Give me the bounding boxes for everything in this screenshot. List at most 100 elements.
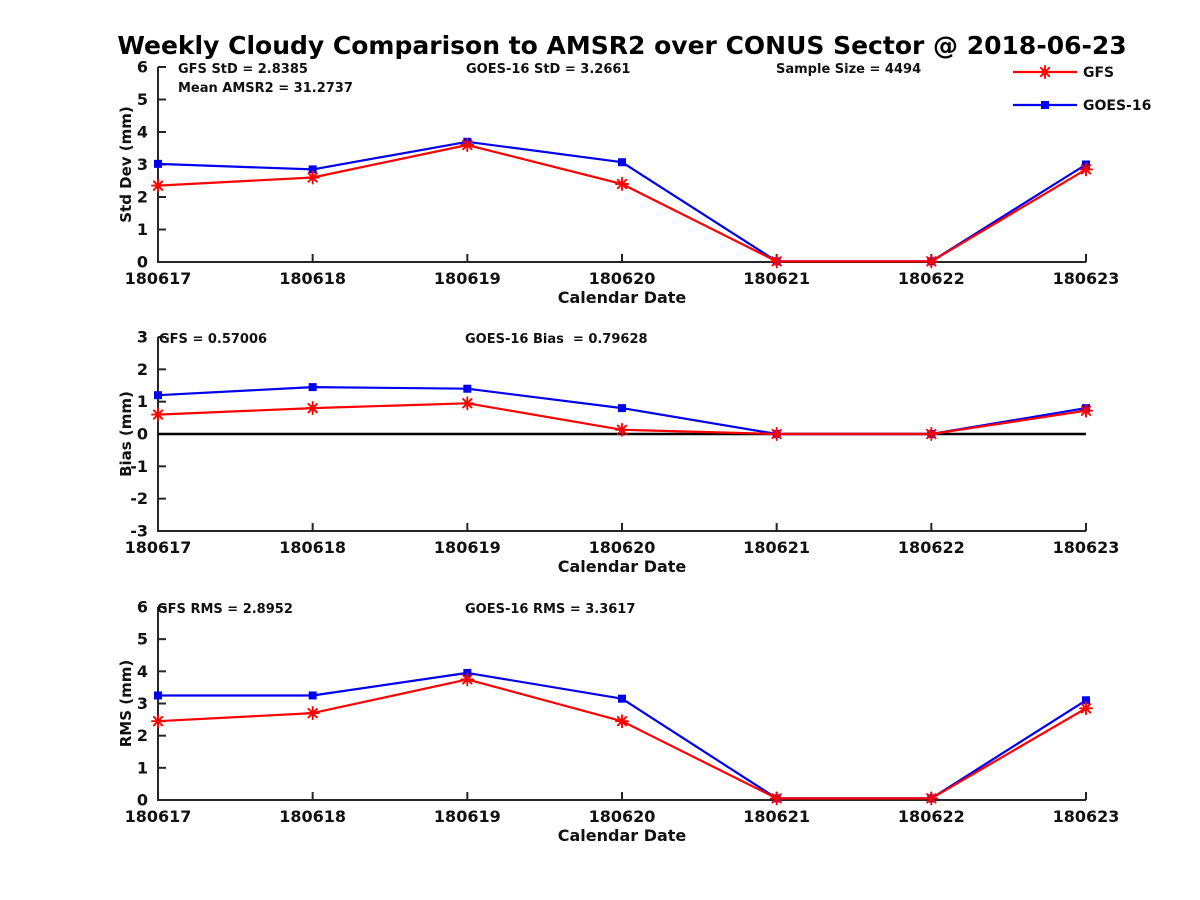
y-tick-label: 3 — [137, 155, 148, 174]
y-tick-label: -2 — [130, 489, 148, 508]
annotation: GFS StD = 2.8385 — [178, 62, 308, 77]
square-marker — [308, 691, 317, 700]
square-marker — [618, 404, 626, 413]
x-tick-label: 180621 — [743, 269, 810, 288]
series-goes-16 — [154, 668, 1090, 803]
y-tick-label: 5 — [137, 630, 148, 649]
y-tick-label: 3 — [137, 328, 148, 347]
y-tick-label: 4 — [137, 662, 148, 681]
asterisk-marker — [924, 427, 939, 441]
asterisk-marker — [769, 791, 784, 806]
square-marker — [308, 165, 317, 174]
x-tick-label: 180618 — [279, 269, 346, 288]
asterisk-marker — [615, 177, 629, 191]
x-tick-label: 180620 — [589, 269, 656, 288]
legend-label-gfs: GFS — [1083, 65, 1114, 81]
asterisk-marker — [151, 714, 165, 729]
series-gfs — [151, 396, 1093, 441]
y-tick-label: 1 — [137, 392, 148, 411]
asterisk-marker — [460, 138, 475, 152]
asterisk-marker — [615, 714, 629, 729]
x-tick-label: 180622 — [898, 807, 965, 826]
y-tick-label: 3 — [137, 694, 148, 713]
y-tick-label: 1 — [137, 758, 148, 777]
square-marker — [154, 391, 162, 400]
x-tick-label: 180621 — [743, 538, 810, 557]
x-tick-label: 180617 — [125, 269, 192, 288]
x-axis-label: Calendar Date — [558, 826, 687, 845]
y-tick-label: 2 — [137, 726, 148, 745]
y-tick-label: 5 — [137, 90, 148, 109]
square-marker — [308, 383, 317, 392]
series-gfs — [151, 672, 1093, 806]
asterisk-marker — [305, 706, 320, 721]
annotation: GFS RMS = 2.8952 — [157, 602, 293, 617]
x-tick-label: 180623 — [1053, 269, 1120, 288]
asterisk-marker — [1079, 403, 1093, 418]
series-line — [158, 671, 1087, 800]
asterisk-marker — [305, 170, 320, 185]
subplot-std-dev: 0 1 2 3 4 5 6 180617 180618 180619 180620 180621 180… — [117, 58, 1119, 308]
x-tick-label: 180621 — [743, 807, 810, 826]
x-tick-label: 180619 — [434, 538, 501, 557]
y-axis-label: RMS (mm) — [117, 660, 135, 747]
series-gfs — [151, 138, 1093, 269]
x-axis-label: Calendar Date — [558, 288, 687, 307]
x-tick-label: 180618 — [279, 538, 346, 557]
y-tick-label: 0 — [137, 253, 148, 272]
x-tick-label: 180623 — [1053, 538, 1120, 557]
series-goes-16 — [154, 137, 1090, 266]
axes-spines — [157, 607, 1086, 801]
y-tick-label: 6 — [137, 58, 148, 77]
square-marker — [1082, 696, 1090, 705]
annotation: GOES-16 RMS = 3.3617 — [465, 602, 635, 617]
square-marker — [154, 691, 162, 700]
x-tick-label: 180619 — [434, 269, 501, 288]
square-marker — [154, 159, 162, 168]
x-tick-label: 180623 — [1053, 807, 1120, 826]
x-tick-label: 180617 — [125, 807, 192, 826]
square-marker — [618, 158, 626, 167]
legend-marker-gfs — [1038, 65, 1052, 79]
y-tick-label: 4 — [137, 123, 148, 142]
y-tick-label: -3 — [130, 522, 148, 541]
asterisk-marker — [460, 672, 475, 687]
asterisk-marker — [769, 254, 784, 269]
y-axis-label: Bias (mm) — [117, 391, 135, 477]
y-tick-label: 2 — [137, 360, 148, 379]
legend-marker-goes-16 — [1041, 101, 1049, 109]
annotation: Mean AMSR2 = 31.2737 — [178, 81, 353, 96]
asterisk-marker — [151, 407, 165, 422]
annotation: GOES-16 Bias = 0.79628 — [465, 332, 648, 347]
x-tick-label: 180617 — [125, 538, 192, 557]
asterisk-marker — [924, 791, 939, 806]
x-tick-label: 180620 — [589, 538, 656, 557]
annotation: GFS = 0.57006 — [159, 332, 267, 347]
x-axis-label: Calendar Date — [558, 557, 687, 576]
legend-label-goes-16: GOES-16 — [1083, 98, 1151, 114]
y-tick-label: -1 — [130, 457, 148, 476]
x-tick-label: 180622 — [898, 538, 965, 557]
subplot-bias: -3 -2 -1 0 1 2 3 180617 180618 180619 180620 180621… — [117, 328, 1119, 577]
asterisk-marker — [305, 401, 320, 416]
x-tick-label: 180622 — [898, 269, 965, 288]
asterisk-marker — [151, 178, 165, 193]
square-marker — [618, 694, 626, 703]
y-axis-label: Std Dev (mm) — [117, 106, 135, 223]
asterisk-marker — [1079, 701, 1093, 716]
y-tick-label: 6 — [137, 598, 148, 617]
annotation: GOES-16 StD = 3.2661 — [466, 62, 630, 77]
y-tick-label: 0 — [137, 791, 148, 810]
subplot-rms: 0 1 2 3 4 5 6 180617 180618 180619 180620 180621 180… — [117, 598, 1119, 846]
asterisk-marker — [615, 422, 629, 437]
asterisk-marker — [924, 254, 939, 269]
annotation: Sample Size = 4494 — [776, 62, 921, 77]
asterisk-marker — [769, 427, 784, 441]
figure-title: Weekly Cloudy Comparison to AMSR2 over C… — [117, 31, 1127, 60]
y-tick-label: 0 — [137, 425, 148, 444]
legend: GFS GOES-16 — [1013, 65, 1151, 114]
asterisk-marker — [460, 396, 475, 411]
x-tick-label: 180620 — [589, 807, 656, 826]
